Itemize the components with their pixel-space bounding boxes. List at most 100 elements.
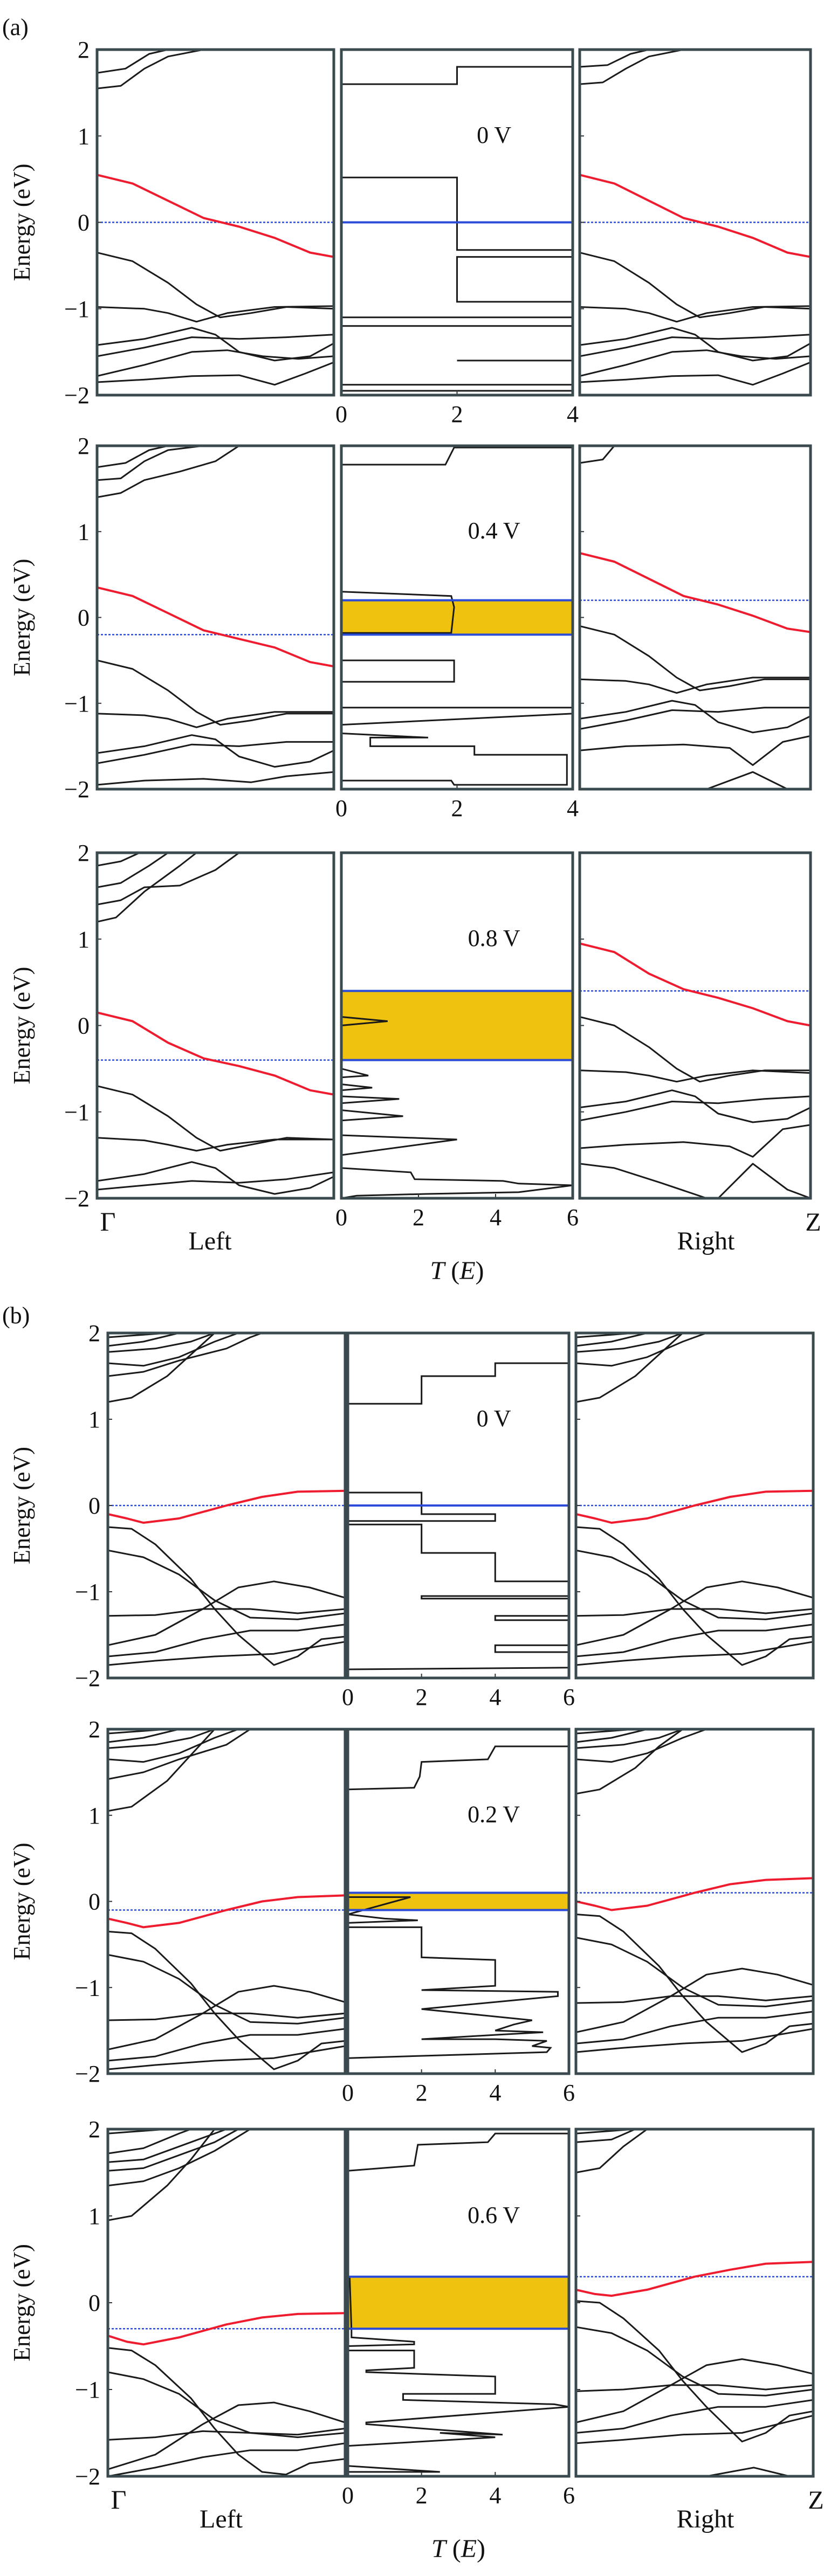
bias-window-fill [341, 600, 573, 635]
band-line [97, 349, 334, 377]
y-tick-label: −1 [64, 690, 90, 717]
x-tick-label: 0 [335, 1204, 347, 1231]
band-line [576, 2358, 813, 2423]
band-line [576, 1526, 813, 1666]
band-line [97, 1161, 334, 1195]
right-plot-area [580, 446, 811, 789]
x-tick-label: 0 [342, 1684, 354, 1710]
band-line [108, 2129, 216, 2221]
band-line [108, 1641, 345, 1666]
x-tick-label: 4 [567, 795, 579, 821]
bias-row: 2 1 0 −1 −2 Energy (eV) 0.2 V 0 2 4 6 [9, 1716, 815, 2106]
x-tick-label: 6 [563, 1684, 575, 1710]
bias-row: 2 1 0 −1 −2 Energy (eV) 0.6 V 0 2 4 6 Γ Left Right Z T … [9, 2116, 824, 2563]
right-electrode-label: Right [677, 2505, 734, 2533]
x-tick-label: 2 [416, 2080, 428, 2106]
panel-label: (a) [2, 14, 29, 40]
y-axis-label: Energy (eV) [9, 559, 35, 676]
band-line [576, 2384, 813, 2392]
band-line [97, 50, 169, 74]
x-tick-label: 2 [451, 795, 463, 821]
left-plot-area [108, 1333, 345, 1666]
band-line [97, 734, 334, 768]
band-line [108, 2028, 345, 2062]
band-line [576, 2129, 648, 2173]
right-panel [574, 2128, 815, 2478]
band-line [576, 1967, 813, 2033]
highlighted-band [108, 2312, 345, 2346]
band-line [108, 2129, 239, 2172]
y-tick-label: −1 [75, 2377, 100, 2403]
band-line [576, 1729, 683, 1795]
y-tick-label: 1 [78, 926, 90, 952]
left-panel [106, 2128, 347, 2478]
band-line [108, 1985, 345, 2050]
band-line [576, 1995, 813, 2004]
x-tick-label: 0 [342, 2482, 354, 2509]
band-line [580, 707, 811, 730]
band-line [97, 659, 334, 726]
y-tick-label: 0 [78, 1013, 90, 1039]
band-line [108, 1526, 345, 1666]
right-panel-frame [574, 2128, 815, 2478]
bias-row: 2 1 0 −1 −2 Energy (eV) 0.4 V 0 2 4 [9, 433, 812, 821]
y-tick-label: 0 [78, 210, 90, 236]
energy-symbol: E [461, 2534, 477, 2563]
highlighted-band [580, 174, 811, 258]
band-line [108, 1580, 345, 1646]
bias-window-fill [341, 991, 573, 1060]
y-axis-label: Energy (eV) [9, 1843, 35, 1960]
band-line [97, 305, 334, 323]
y-tick-label: −2 [64, 776, 90, 803]
band-line [108, 2347, 345, 2476]
middle-panel-frame [346, 1331, 571, 1680]
band-line [108, 2371, 345, 2436]
paren-close: ) [477, 2534, 485, 2563]
middle-plot-area [348, 1333, 569, 1678]
band-line [580, 1069, 811, 1083]
y-tick-label: −2 [64, 382, 90, 409]
band-line [576, 1608, 813, 1617]
left-plot-area [97, 853, 334, 1195]
energy-symbol: E [459, 1256, 475, 1285]
band-line [576, 2326, 813, 2397]
transmission-curve [348, 1729, 569, 2074]
y-tick-label: 0 [88, 2290, 100, 2316]
highlighted-band [108, 1894, 345, 1929]
transmission-curve [348, 1333, 569, 1678]
bias-label: 0.6 V [468, 2202, 520, 2228]
y-tick-label: 2 [88, 1320, 100, 1346]
band-line [97, 771, 334, 786]
x-tick-label: 4 [489, 1684, 501, 1710]
highlighted-band [108, 1489, 345, 1524]
band-line [97, 853, 197, 923]
band-line [580, 50, 649, 68]
band-line [576, 1624, 813, 1658]
highlighted-band [97, 586, 334, 668]
y-tick-label: 1 [78, 519, 90, 545]
left-plot-area [97, 446, 334, 786]
band-line [580, 334, 811, 357]
paren-open: ( [446, 2534, 461, 2563]
y-tick-label: 1 [78, 123, 90, 149]
middle-panel-frame [346, 1728, 571, 2075]
middle-panel-frame [340, 48, 574, 397]
right-plot-area [580, 50, 811, 386]
band-line [97, 853, 140, 867]
band-line [108, 2012, 345, 2021]
right-panel [578, 48, 812, 397]
y-tick-label: 2 [88, 2116, 100, 2143]
band-line [580, 1163, 707, 1198]
left-plot-area [97, 50, 334, 386]
band-line [576, 1333, 683, 1353]
band-line [108, 1930, 345, 2070]
band-line [580, 305, 811, 323]
band-line [97, 446, 204, 481]
right-panel-frame [574, 1728, 815, 2075]
band-line [97, 446, 240, 498]
left-panel-frame [106, 2128, 347, 2478]
middle-panel: 0 V 0 2 4 6 [342, 1331, 575, 1710]
right-plot-area [576, 2129, 813, 2476]
band-line [108, 2442, 345, 2476]
band-line [97, 446, 169, 468]
